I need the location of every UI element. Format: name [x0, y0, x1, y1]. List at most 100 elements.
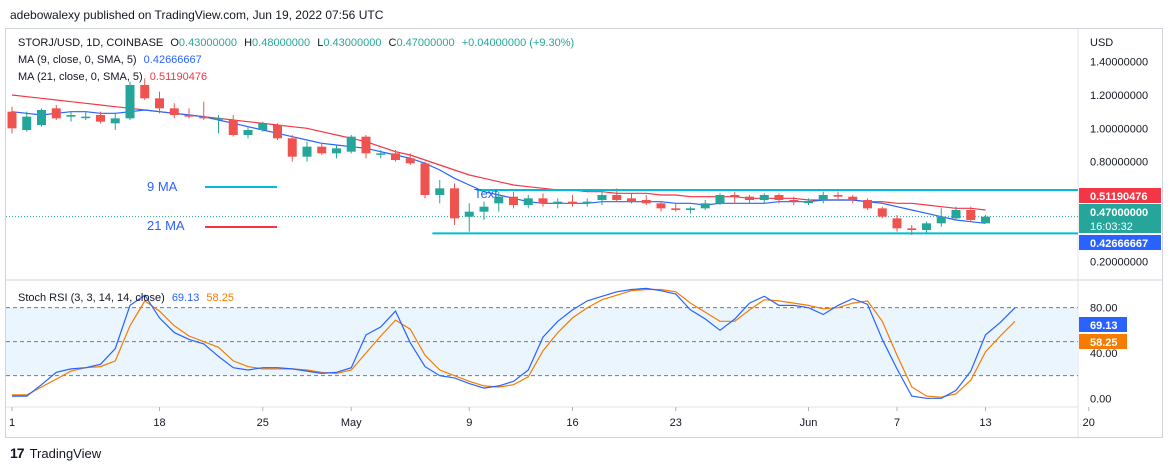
candle-body [494, 196, 504, 204]
candle-body [745, 196, 754, 200]
candle-body [169, 108, 179, 115]
legend-row-ma9: MA (9, close, 0, SMA, 5) 0.42666667 [18, 54, 202, 66]
publish-line: adebowalexy published on TradingView.com… [10, 8, 384, 22]
legend-row-ma21: MA (21, close, 0, SMA, 5) 0.51190476 [18, 71, 207, 83]
time-tick-label: Jun [800, 417, 818, 429]
candle-body [730, 195, 740, 197]
candle-body [184, 115, 194, 117]
candle-body [774, 195, 784, 200]
candle-body [199, 116, 209, 119]
price-tick-label: 1.20000000 [1090, 90, 1148, 102]
candle-body [582, 201, 592, 204]
candle-body [110, 118, 120, 124]
price-tick-label: 1.00000000 [1090, 123, 1148, 135]
time-tick-label: 25 [257, 417, 269, 429]
candle-body [523, 198, 533, 205]
brand-name: TradingView [29, 445, 102, 461]
drawings [432, 189, 1078, 235]
candle-body [538, 198, 548, 204]
candle-body [848, 196, 858, 200]
candle-body [346, 136, 356, 152]
rsi-tick-label: 40.00 [1090, 348, 1118, 360]
candle-body [951, 210, 961, 219]
time-tick-label: 9 [466, 417, 472, 429]
badge-rsi-d [1079, 334, 1127, 349]
candle-body [258, 123, 268, 130]
annotation-text: Text [474, 186, 498, 201]
candle-body [96, 115, 105, 122]
candle-body [391, 153, 400, 160]
time-tick-label: 18 [153, 417, 165, 429]
rsi-d-line [12, 288, 1016, 398]
price-tick-label: 1.40000000 [1090, 57, 1148, 69]
time-tick-label: 7 [894, 417, 900, 429]
candle-body [317, 146, 327, 154]
candle-body [686, 208, 695, 210]
badge-ma21 [1079, 188, 1161, 203]
time-tick-label: 13 [979, 417, 991, 429]
candle-body [715, 195, 725, 204]
candle-body [464, 211, 474, 217]
footer: 17 TradingView [10, 445, 101, 461]
candle-body [361, 136, 371, 154]
legend-row-main: STORJ/USD, 1D, COINBASE O0.43000000 H0.4… [18, 37, 574, 49]
candle-body [22, 116, 32, 130]
candle-body [627, 198, 636, 202]
candle-body [37, 110, 46, 125]
candle-body [273, 125, 282, 139]
candle-body [405, 158, 415, 164]
candle-body [892, 218, 902, 229]
rsi-k-line [12, 287, 1016, 399]
chart-frame [5, 28, 1163, 438]
candle-body [759, 195, 769, 200]
time-tick-label: 16 [566, 417, 578, 429]
candle-body [332, 148, 341, 154]
moving-averages [6, 94, 1078, 224]
time-tick-label: 1 [9, 417, 15, 429]
time-tick-label: 23 [670, 417, 682, 429]
time-axis: 1 18 25 May 9 16 23 Jun 7 13 20 [9, 407, 1095, 429]
legend-row-rsi: Stoch RSI (3, 3, 14, 14, close) 69.13 58… [18, 292, 234, 304]
candle-body [7, 111, 17, 129]
candle-body [568, 201, 577, 204]
candle-body [966, 210, 976, 220]
candle-body [700, 203, 710, 209]
stoch-rsi-pane: 80.00 40.00 0.00 [6, 287, 1118, 405]
badge-ma9 [1079, 235, 1161, 250]
time-tick-label: 20 [1083, 417, 1095, 429]
candle-body [435, 188, 445, 195]
badge-close-text: 0.47000000 [1090, 207, 1148, 219]
candle-body [907, 228, 917, 230]
candle-body [553, 201, 563, 204]
candle-body [936, 216, 946, 224]
candle-body [804, 201, 813, 204]
badge-countdown-text: 16:03:32 [1090, 221, 1133, 233]
candlesticks [7, 78, 990, 235]
candle-body [863, 200, 872, 209]
candle-body [155, 98, 164, 109]
candle-body [597, 195, 607, 200]
candle-body [922, 223, 931, 230]
candle-body [833, 195, 843, 197]
currency-label: USD [1090, 37, 1113, 49]
candle-body [214, 118, 223, 120]
rsi-tick-label: 0.00 [1090, 393, 1111, 405]
annotation-21ma: 21 MA [147, 218, 185, 233]
candle-body [420, 163, 430, 195]
candle-body [51, 108, 61, 119]
candle-body [376, 153, 386, 155]
candle-body [641, 200, 651, 204]
price-tick-label: 0.80000000 [1090, 157, 1148, 169]
candle-body [450, 188, 459, 219]
rsi-tick-label: 80.00 [1090, 303, 1118, 315]
badge-rsi-d-text: 58.25 [1090, 337, 1118, 349]
candle-body [66, 115, 76, 117]
candle-body [789, 200, 799, 202]
candle-body [656, 203, 666, 209]
badge-ma9-text: 0.42666667 [1090, 238, 1148, 250]
candle-body [243, 130, 253, 135]
candle-body [877, 208, 887, 217]
candle-body [125, 85, 135, 119]
badge-rsi-k [1079, 317, 1127, 332]
